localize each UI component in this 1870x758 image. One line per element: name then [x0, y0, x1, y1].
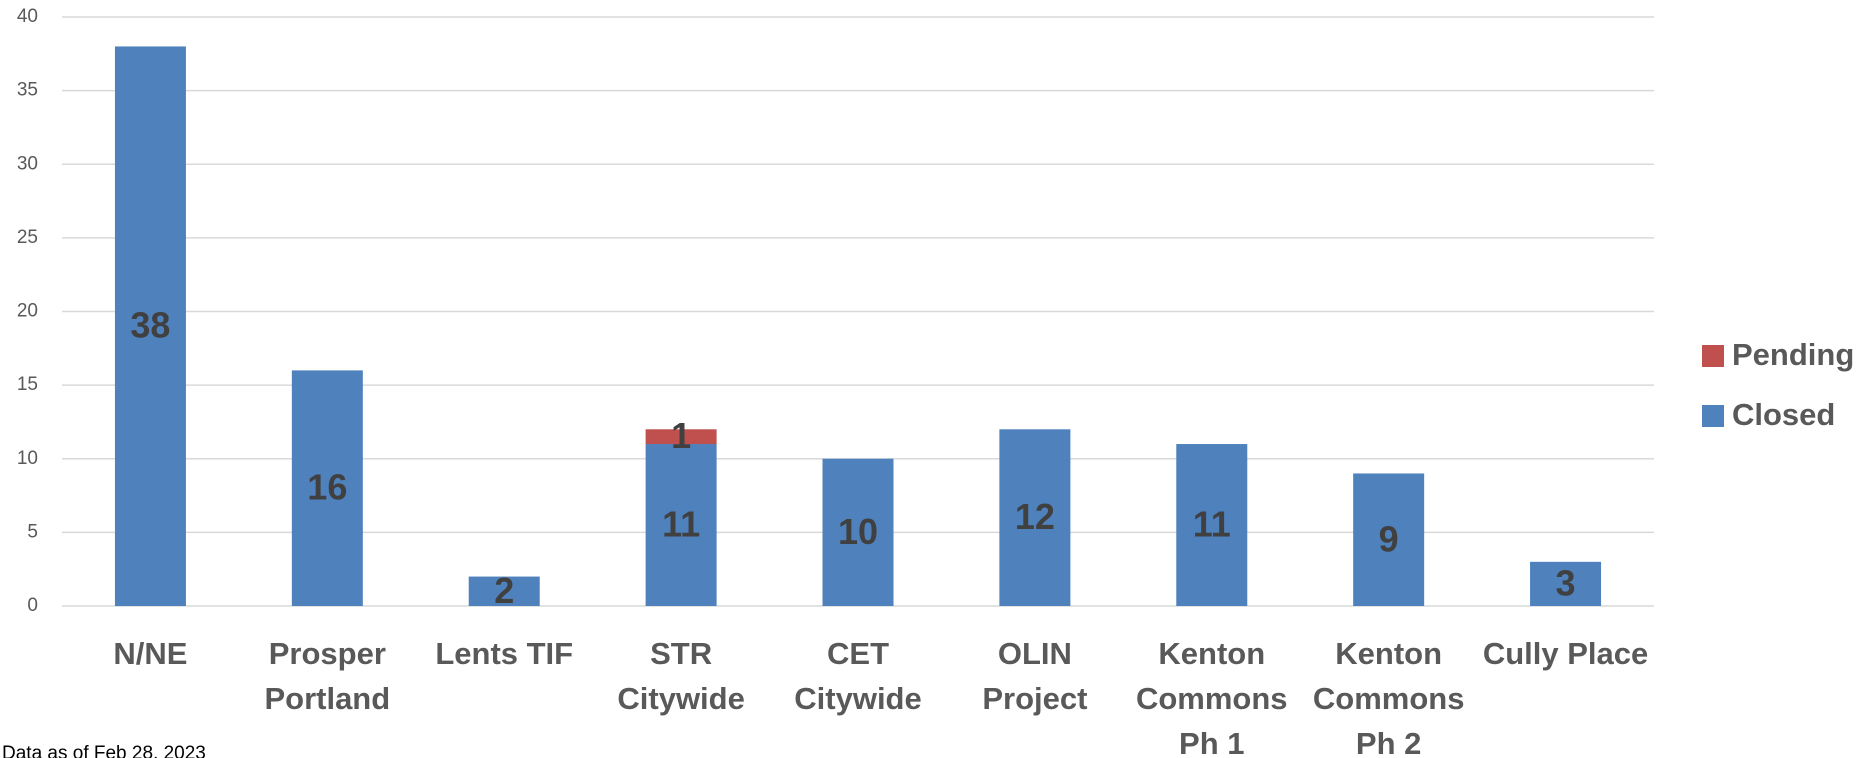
bar-segment [645, 429, 717, 445]
bar-segment [645, 444, 717, 606]
x-tick-label: Ph 1 [1179, 726, 1244, 758]
bar-segment [468, 576, 540, 606]
x-tick-label: Citywide [617, 681, 744, 716]
x-tick-label: OLIN [998, 636, 1072, 671]
legend-swatch [1702, 345, 1724, 367]
bar-segment [822, 458, 894, 606]
bar-segment [1176, 444, 1248, 606]
x-tick-label: Commons [1136, 681, 1288, 716]
bar-segment [1353, 473, 1425, 606]
data-label: 11 [1193, 504, 1231, 545]
bar-segment [291, 370, 363, 606]
legend-label: Closed [1732, 397, 1835, 432]
x-tick-label: Portland [264, 681, 390, 716]
bar-segment [114, 46, 186, 606]
data-label: 3 [1556, 562, 1576, 603]
x-tick-label: Kenton [1335, 636, 1442, 671]
y-tick-label: 40 [17, 6, 38, 27]
y-tick-label: 10 [17, 448, 38, 469]
x-tick-label: Cully Place [1483, 636, 1648, 671]
x-tick-label: Prosper [269, 636, 386, 671]
x-tick-label: Project [982, 681, 1087, 716]
y-tick-label: 15 [17, 374, 38, 395]
data-label: 38 [130, 305, 170, 346]
data-label: 9 [1379, 518, 1399, 559]
data-label: 12 [1015, 496, 1055, 537]
bar-segment [1530, 561, 1602, 606]
data-label: 11 [662, 504, 700, 545]
x-tick-label: Kenton [1158, 636, 1265, 671]
legend-swatch [1702, 405, 1724, 427]
y-tick-label: 25 [17, 227, 38, 248]
y-tick-label: 5 [27, 521, 38, 542]
bar-segment [999, 429, 1071, 606]
x-tick-label: N/NE [113, 636, 187, 671]
x-tick-label: CET [827, 636, 889, 671]
data-label: 2 [494, 570, 514, 611]
data-label: 10 [838, 511, 878, 552]
x-tick-label: Lents TIF [435, 636, 573, 671]
x-tick-label: Ph 2 [1356, 726, 1421, 758]
x-tick-label: Commons [1313, 681, 1465, 716]
y-tick-label: 20 [17, 301, 38, 322]
data-label: 1 [671, 415, 691, 456]
footnote: Data as of Feb 28, 2023 [2, 743, 206, 758]
y-tick-label: 0 [27, 595, 38, 616]
x-tick-label: STR [650, 636, 712, 671]
y-tick-label: 35 [17, 80, 38, 101]
x-tick-label: Citywide [794, 681, 921, 716]
data-label: 16 [307, 467, 347, 508]
legend-label: Pending [1732, 337, 1854, 372]
y-tick-label: 30 [17, 153, 38, 174]
